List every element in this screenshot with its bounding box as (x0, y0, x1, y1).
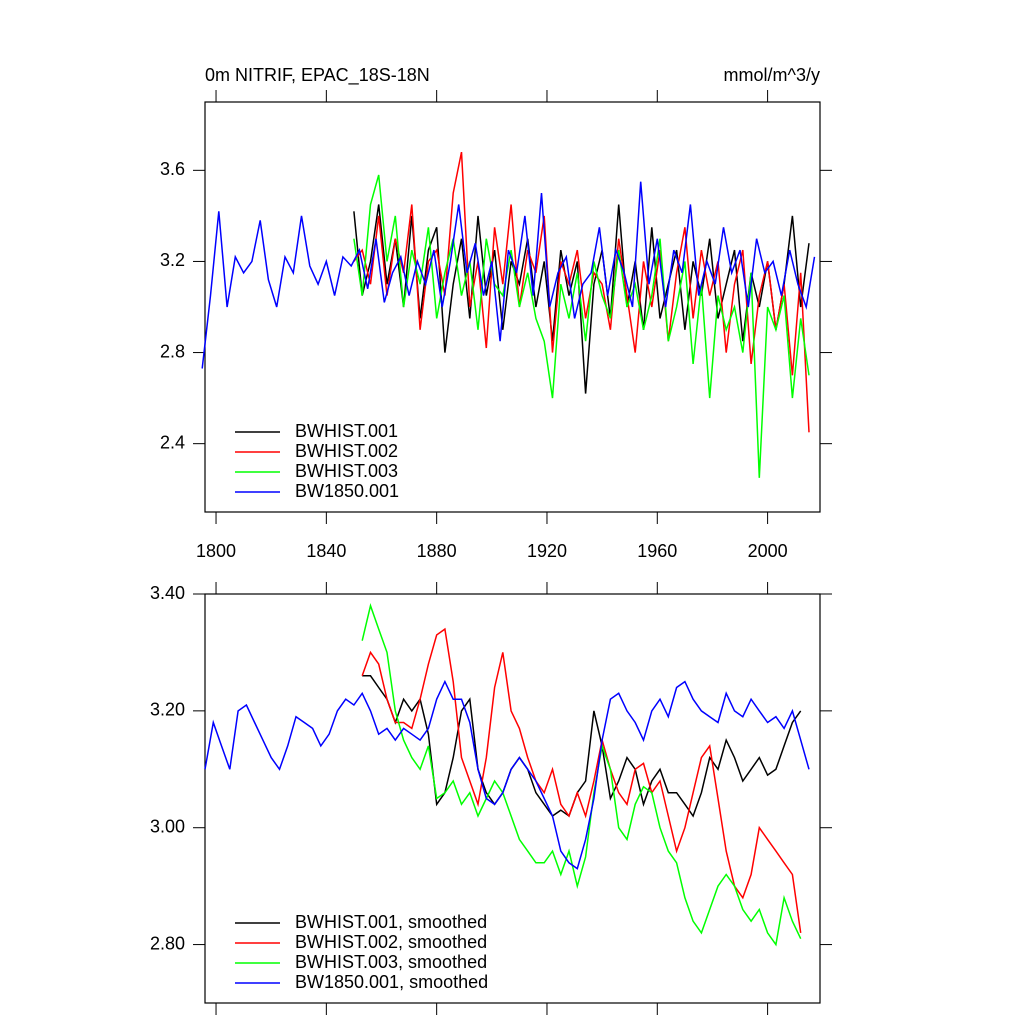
plot-frame (204, 101, 821, 513)
y-tick-label: 2.8 (160, 341, 185, 361)
data-line (353, 204, 810, 394)
y-tick-label: 3.6 (160, 159, 185, 179)
legend-label: BWHIST.002 (295, 441, 398, 461)
data-line (204, 679, 810, 870)
units-label: mmol/m^3/y (724, 65, 820, 85)
legend-label: BW1850.001 (295, 481, 399, 501)
y-tick-label: 3.00 (150, 816, 185, 836)
y-tick-label: 3.20 (150, 700, 185, 720)
plot-frame (204, 593, 821, 1004)
data-line (201, 181, 816, 369)
x-tick-label: 1880 (417, 541, 457, 561)
data-line (361, 603, 802, 947)
data-line (361, 627, 802, 934)
x-tick-label: 1800 (196, 541, 236, 561)
legend-label: BWHIST.003 (295, 461, 398, 481)
legend-label: BWHIST.003, smoothed (295, 952, 487, 972)
y-tick-label: 3.40 (150, 583, 185, 603)
x-tick-label: 1960 (637, 541, 677, 561)
legend-label: BWHIST.001 (295, 421, 398, 441)
x-tick-label: 1920 (527, 541, 567, 561)
y-tick-label: 2.4 (160, 432, 185, 452)
legend-label: BW1850.001, smoothed (295, 972, 488, 992)
data-line (353, 174, 810, 478)
x-tick-label: 2000 (748, 541, 788, 561)
chart-title: 0m NITRIF, EPAC_18S-18N (205, 65, 430, 86)
data-line (353, 151, 810, 433)
legend-label: BWHIST.002, smoothed (295, 932, 487, 952)
legend-label: BWHIST.001, smoothed (295, 912, 487, 932)
x-tick-label: 1840 (306, 541, 346, 561)
y-tick-label: 3.2 (160, 250, 185, 270)
y-tick-label: 2.80 (150, 933, 185, 953)
